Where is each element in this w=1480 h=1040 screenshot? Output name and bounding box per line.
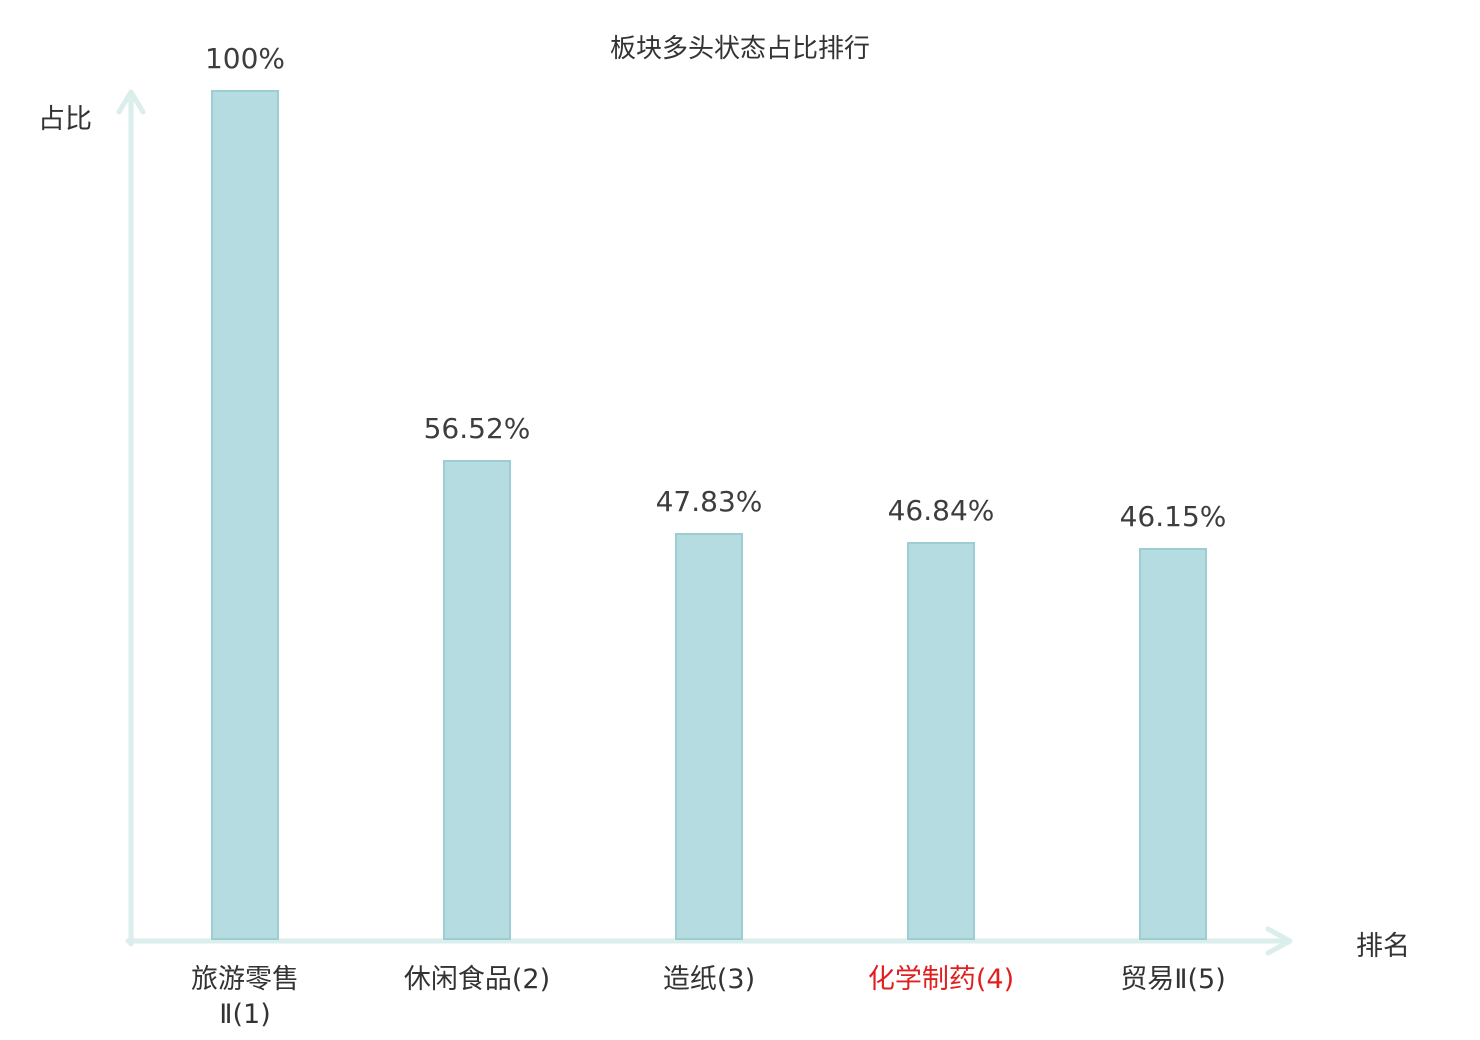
bar-category-label: 造纸(3)	[662, 964, 756, 995]
bar-category-label: 休闲食品(2)	[403, 964, 551, 995]
x-axis-label: 排名	[1356, 931, 1410, 962]
bar	[211, 90, 279, 940]
bar	[675, 533, 743, 940]
bar-category-label: 贸易Ⅱ(5)	[1120, 964, 1226, 995]
y-axis-label: 占比	[38, 104, 92, 135]
chart-title: 板块多头状态占比排行	[609, 34, 870, 64]
bar	[907, 542, 975, 940]
bar-value-label: 47.83%	[655, 485, 763, 518]
bar-category-label: 化学制药(4)	[867, 964, 1015, 995]
bar-value-label: 100%	[204, 42, 286, 75]
x-axis-arrow-icon	[1265, 926, 1293, 956]
bar	[1139, 548, 1207, 940]
bar-value-label: 46.15%	[1119, 500, 1227, 533]
bar-category-label: 旅游零售 Ⅱ(1)	[191, 964, 299, 1031]
bar-value-label: 46.84%	[887, 494, 995, 527]
bar	[443, 460, 511, 940]
bar-value-label: 56.52%	[423, 412, 531, 445]
y-axis-arrow-icon	[116, 89, 146, 115]
